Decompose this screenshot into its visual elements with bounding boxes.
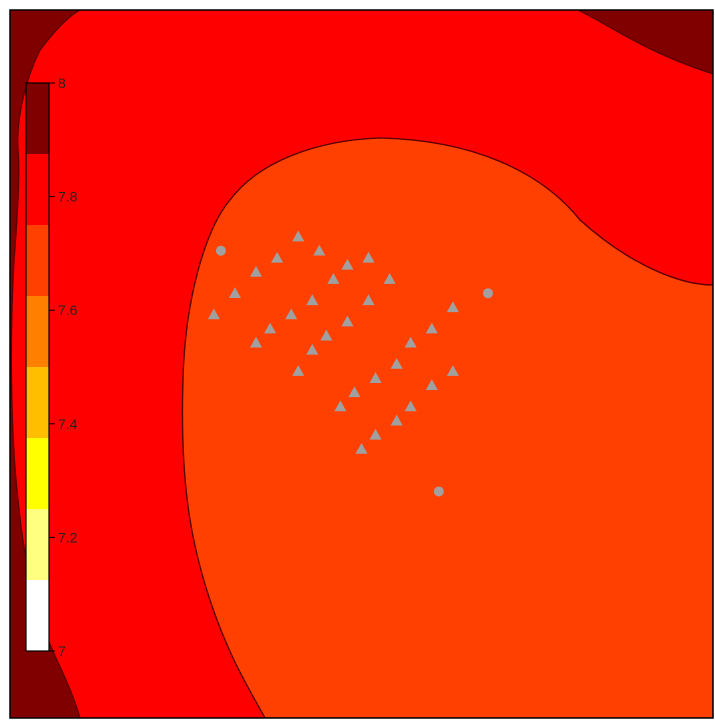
triangle-marker-30 — [369, 428, 382, 440]
triangle-marker-23 — [369, 372, 382, 383]
colorbar-frame — [25, 82, 50, 652]
plot-frame — [9, 9, 714, 719]
colorbar-band-1 — [26, 509, 49, 580]
triangle-marker-16 — [320, 329, 333, 341]
colorbar-band-3 — [26, 367, 49, 438]
colorbar-tick-label-1: 7.2 — [58, 529, 78, 545]
triangle-marker-10 — [285, 308, 298, 320]
triangle-marker-3 — [362, 251, 375, 263]
colorbar-band-7 — [26, 83, 49, 154]
triangle-marker-7 — [207, 308, 220, 320]
circle-marker-2 — [433, 486, 444, 497]
triangle-marker-20 — [425, 322, 438, 334]
triangle-marker-22 — [390, 358, 403, 369]
colorbar-band-6 — [26, 154, 49, 225]
triangle-marker-14 — [362, 294, 375, 306]
contour-region-low — [181, 137, 713, 718]
triangle-marker-11 — [264, 322, 277, 334]
triangle-marker-26 — [446, 365, 459, 376]
triangle-marker-0 — [292, 230, 305, 242]
triangle-marker-29 — [390, 414, 403, 426]
colorbar-band-5 — [26, 225, 49, 296]
colorbar-band-0 — [26, 580, 49, 651]
triangle-marker-27 — [425, 379, 438, 391]
triangle-marker-19 — [446, 301, 459, 313]
colorbar: 7 7.2 7.4 7.6 7.8 8 — [25, 75, 78, 659]
colorbar-tick-label-4: 7.8 — [58, 189, 78, 205]
triangle-marker-4 — [271, 251, 284, 263]
colorbar-tick-label-5: 8 — [58, 75, 66, 91]
colorbar-tick-label-2: 7.4 — [58, 416, 78, 432]
colorbar-tick-label-0: 7 — [58, 643, 66, 659]
triangle-marker-17 — [306, 343, 319, 355]
triangle-marker-9 — [306, 294, 319, 306]
triangle-marker-13 — [383, 273, 396, 284]
colorbar-tick-label-3: 7.6 — [58, 302, 78, 318]
triangle-marker-21 — [404, 336, 417, 348]
triangle-marker-8 — [327, 273, 340, 284]
triangle-marker-18 — [292, 365, 305, 376]
triangle-marker-15 — [341, 315, 354, 327]
marker-layer — [207, 230, 494, 497]
triangle-marker-25 — [334, 400, 347, 412]
triangle-marker-12 — [250, 336, 263, 348]
triangle-marker-1 — [313, 244, 326, 256]
triangle-marker-28 — [404, 400, 417, 412]
plot-area — [10, 10, 713, 718]
triangle-marker-24 — [348, 386, 361, 398]
circle-marker-0 — [215, 245, 226, 256]
circle-marker-1 — [483, 288, 494, 299]
triangle-marker-31 — [355, 442, 368, 454]
colorbar-band-4 — [26, 296, 49, 367]
triangle-marker-2 — [341, 258, 354, 270]
triangle-marker-5 — [250, 265, 263, 277]
triangle-marker-6 — [228, 287, 241, 298]
colorbar-band-2 — [26, 438, 49, 509]
